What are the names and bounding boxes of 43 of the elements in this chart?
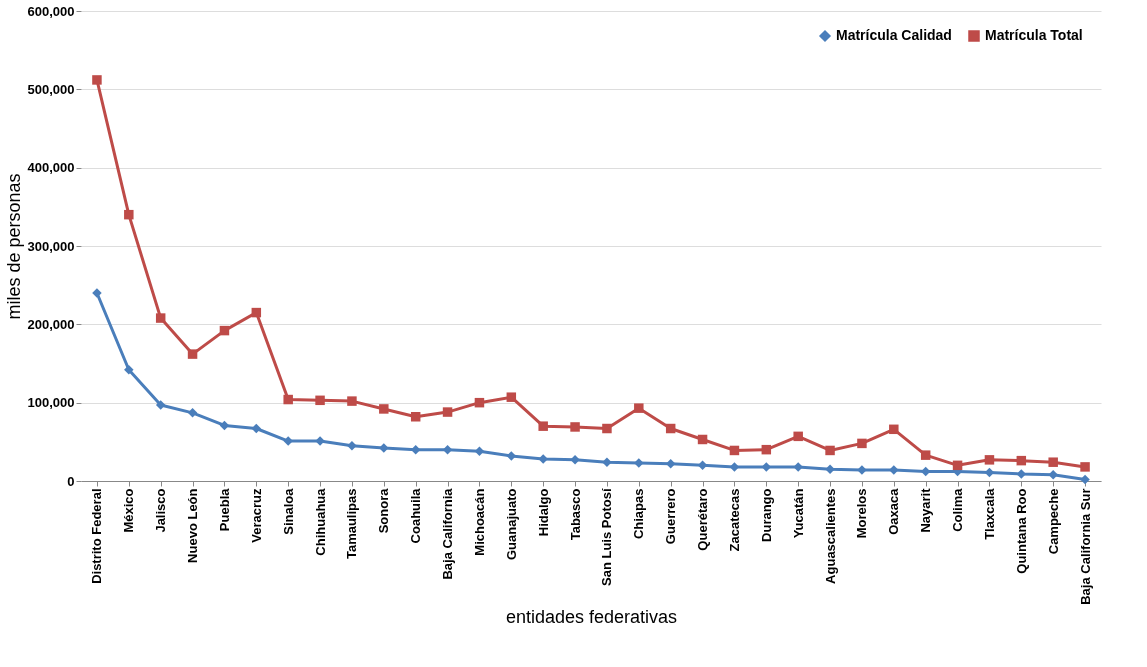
x-tick-label: Distrito Federal [89, 488, 105, 584]
x-tick-label: Quintana Roo [1013, 488, 1029, 574]
x-tick-label: Nayarit [918, 487, 934, 533]
x-tick-label: Sinaloa [280, 487, 296, 535]
x-tick-label: Veracruz [248, 488, 264, 543]
x-tick-label: Nuevo León [185, 488, 201, 563]
y-tick-label: 300,000 [27, 238, 75, 254]
y-axis-title: miles de personas [3, 173, 24, 320]
x-tick-label: Jalisco [153, 488, 169, 533]
x-tick-label: Durango [758, 488, 774, 542]
x-tick-label: Tabasco [567, 488, 583, 541]
y-tick-label: 0 [67, 473, 75, 489]
y-tick-label: 100,000 [27, 395, 75, 411]
x-tick-label: Morelos [854, 488, 870, 539]
y-tick-label: 200,000 [27, 316, 75, 332]
x-tick-label: San Luis Potosí [599, 488, 615, 587]
x-tick-label: Baja California Sur [1077, 488, 1093, 605]
x-tick-label: Tlaxcala [981, 487, 997, 540]
x-tick-label: Michoacán [471, 488, 487, 556]
x-tick-label: Sonora [376, 487, 392, 534]
x-tick-label: Yucatán [790, 488, 806, 539]
y-tick-label: 500,000 [27, 81, 75, 97]
x-tick-label: Aguascalientes [822, 488, 838, 584]
x-tick-label: Tamaulipas [344, 488, 360, 560]
x-tick-label: México [121, 488, 137, 533]
x-tick-label: Guerrero [663, 488, 679, 545]
x-tick-label: Chihuahua [312, 487, 328, 556]
x-tick-label: Hidalgo [535, 488, 551, 537]
x-tick-label: Colima [950, 487, 966, 532]
x-tick-label: Guanajuato [503, 488, 519, 561]
y-tick-label: 400,000 [27, 160, 75, 176]
x-tick-label: Querétaro [695, 488, 711, 551]
x-tick-label: Campeche [1045, 488, 1061, 555]
x-tick-label: Baja California [440, 487, 456, 580]
x-axis-title: entidades federativas [505, 606, 678, 627]
legend-label: Matrícula Calidad [836, 27, 952, 43]
legend-label: Matrícula Total [985, 27, 1083, 43]
y-tick-label: 600,000 [27, 3, 75, 19]
x-tick-label: Coahuila [408, 487, 424, 544]
x-tick-label: Oaxaca [886, 487, 902, 535]
x-tick-label: Puebla [216, 487, 232, 532]
x-tick-label: Chiapas [631, 488, 647, 540]
x-tick-label: Zacatecas [726, 488, 742, 552]
